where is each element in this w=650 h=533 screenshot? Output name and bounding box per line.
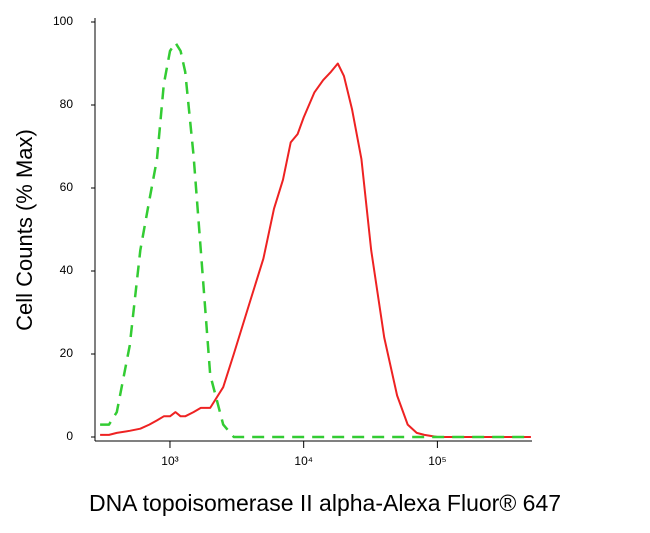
y-tick-label: 80 — [60, 97, 74, 111]
y-tick-label: 100 — [53, 14, 73, 28]
y-tick-label: 0 — [66, 429, 73, 443]
x-tick-label: 10⁵ — [428, 454, 446, 468]
y-axis-label: Cell Counts (% Max) — [12, 129, 37, 331]
x-axis-label: DNA topoisomerase II alpha-Alexa Fluor® … — [89, 490, 561, 516]
x-tick-label: 10⁴ — [294, 454, 313, 468]
y-tick-label: 20 — [60, 346, 74, 360]
y-tick-label: 60 — [60, 180, 74, 194]
x-tick-label: 10³ — [161, 454, 178, 468]
series-line — [100, 62, 531, 438]
series-line — [100, 41, 531, 439]
y-tick-label: 40 — [60, 263, 74, 277]
